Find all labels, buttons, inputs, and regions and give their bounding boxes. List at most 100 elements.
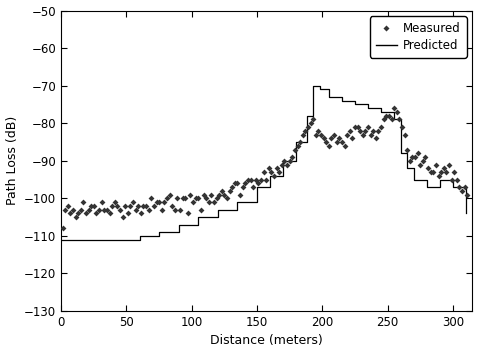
Point: [103, 207, 111, 213]
Point: [312, 132, 320, 137]
Point: [343, 132, 351, 137]
Point: [385, 113, 393, 119]
Point: [116, 207, 124, 213]
Point: [179, 196, 186, 201]
Point: [150, 203, 158, 209]
Point: [327, 136, 335, 141]
Point: [348, 136, 356, 141]
Point: [124, 210, 131, 216]
Point: [166, 192, 174, 197]
Point: [357, 128, 364, 133]
Point: [445, 162, 453, 167]
Point: [236, 192, 244, 197]
Point: [375, 128, 382, 133]
Point: [207, 192, 215, 197]
Point: [422, 154, 429, 160]
Point: [220, 192, 228, 197]
Point: [322, 139, 330, 145]
Point: [367, 132, 374, 137]
Point: [100, 207, 108, 213]
Point: [380, 116, 388, 122]
Point: [307, 120, 315, 126]
Point: [419, 158, 427, 164]
Point: [182, 196, 189, 201]
Point: [424, 166, 432, 171]
Point: [59, 226, 66, 231]
Point: [288, 154, 296, 160]
Point: [453, 177, 461, 183]
Point: [416, 162, 424, 167]
Point: [140, 203, 147, 209]
Point: [260, 169, 267, 175]
Point: [346, 128, 354, 133]
Point: [210, 199, 218, 205]
Point: [427, 169, 435, 175]
Point: [293, 143, 301, 149]
Point: [299, 132, 306, 137]
X-axis label: Distance (meters): Distance (meters): [210, 334, 323, 347]
Point: [372, 136, 380, 141]
Point: [189, 199, 197, 205]
Point: [111, 199, 119, 205]
Point: [168, 203, 176, 209]
Point: [304, 124, 312, 130]
Point: [432, 162, 440, 167]
Point: [309, 116, 317, 122]
Point: [119, 214, 126, 220]
Point: [325, 143, 333, 149]
Point: [437, 169, 445, 175]
Legend: Measured, Predicted: Measured, Predicted: [370, 17, 467, 58]
Point: [134, 203, 142, 209]
Point: [192, 196, 199, 201]
Point: [114, 203, 121, 209]
Point: [382, 113, 390, 119]
Point: [411, 154, 419, 160]
Point: [391, 106, 398, 111]
Point: [273, 166, 281, 171]
Point: [270, 173, 278, 179]
Point: [109, 203, 116, 209]
Point: [195, 196, 202, 201]
Point: [87, 203, 95, 209]
Point: [429, 169, 437, 175]
Point: [440, 166, 447, 171]
Point: [106, 210, 113, 216]
Point: [281, 158, 288, 164]
Point: [72, 214, 79, 220]
Point: [95, 207, 103, 213]
Point: [393, 109, 401, 115]
Point: [241, 180, 249, 186]
Point: [223, 196, 231, 201]
Point: [398, 124, 406, 130]
Point: [82, 210, 90, 216]
Point: [152, 199, 160, 205]
Point: [403, 147, 411, 152]
Point: [174, 196, 181, 201]
Point: [320, 136, 327, 141]
Point: [85, 207, 92, 213]
Point: [254, 180, 262, 186]
Point: [388, 116, 395, 122]
Point: [142, 203, 150, 209]
Point: [268, 169, 275, 175]
Point: [252, 177, 260, 183]
Point: [317, 132, 325, 137]
Point: [239, 184, 247, 190]
Point: [286, 158, 293, 164]
Point: [250, 184, 257, 190]
Point: [262, 177, 270, 183]
Point: [377, 124, 385, 130]
Point: [265, 166, 272, 171]
Point: [158, 207, 165, 213]
Point: [315, 128, 322, 133]
Point: [148, 196, 155, 201]
Point: [163, 196, 171, 201]
Point: [77, 207, 85, 213]
Point: [257, 177, 265, 183]
Point: [121, 203, 129, 209]
Point: [64, 203, 72, 209]
Point: [448, 177, 456, 183]
Point: [291, 147, 299, 152]
Point: [296, 139, 304, 145]
Point: [186, 192, 194, 197]
